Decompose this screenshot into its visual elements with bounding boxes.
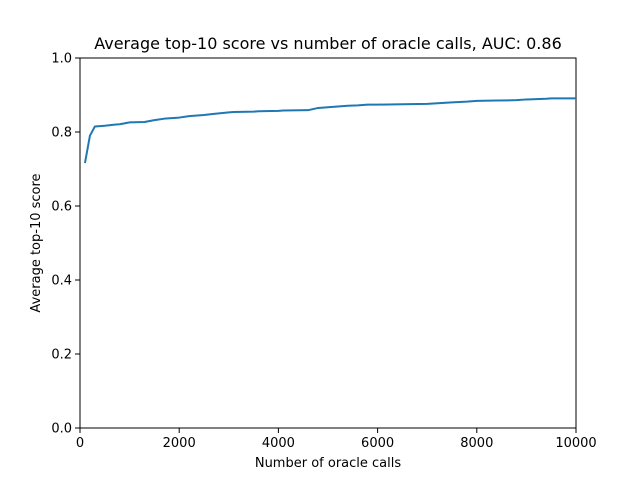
y-tick-label: 1.0 — [51, 52, 72, 67]
x-tick-label: 6000 — [361, 436, 394, 451]
x-tick-label: 8000 — [460, 436, 493, 451]
y-axis: 0.0 0.2 0.4 0.6 0.8 1.0 — [51, 52, 80, 437]
y-tick-label: 0.4 — [51, 274, 72, 289]
x-tick-label: 2000 — [163, 436, 196, 451]
x-axis-label: Number of oracle calls — [255, 456, 402, 471]
x-axis: 0 2000 4000 6000 8000 10000 — [76, 428, 597, 451]
x-tick-label: 0 — [76, 436, 84, 451]
x-tick-label: 10000 — [555, 436, 596, 451]
x-tick-label: 4000 — [262, 436, 295, 451]
series-line — [83, 97, 576, 164]
y-tick-label: 0.2 — [51, 348, 72, 363]
y-tick-label: 0.6 — [51, 200, 72, 215]
y-axis-label: Average top-10 score — [29, 173, 44, 312]
y-tick-label: 0.0 — [51, 422, 72, 437]
plot-frame — [79, 57, 577, 429]
y-tick-label: 0.8 — [51, 126, 72, 141]
chart-title: Average top-10 score vs number of oracle… — [94, 34, 562, 53]
